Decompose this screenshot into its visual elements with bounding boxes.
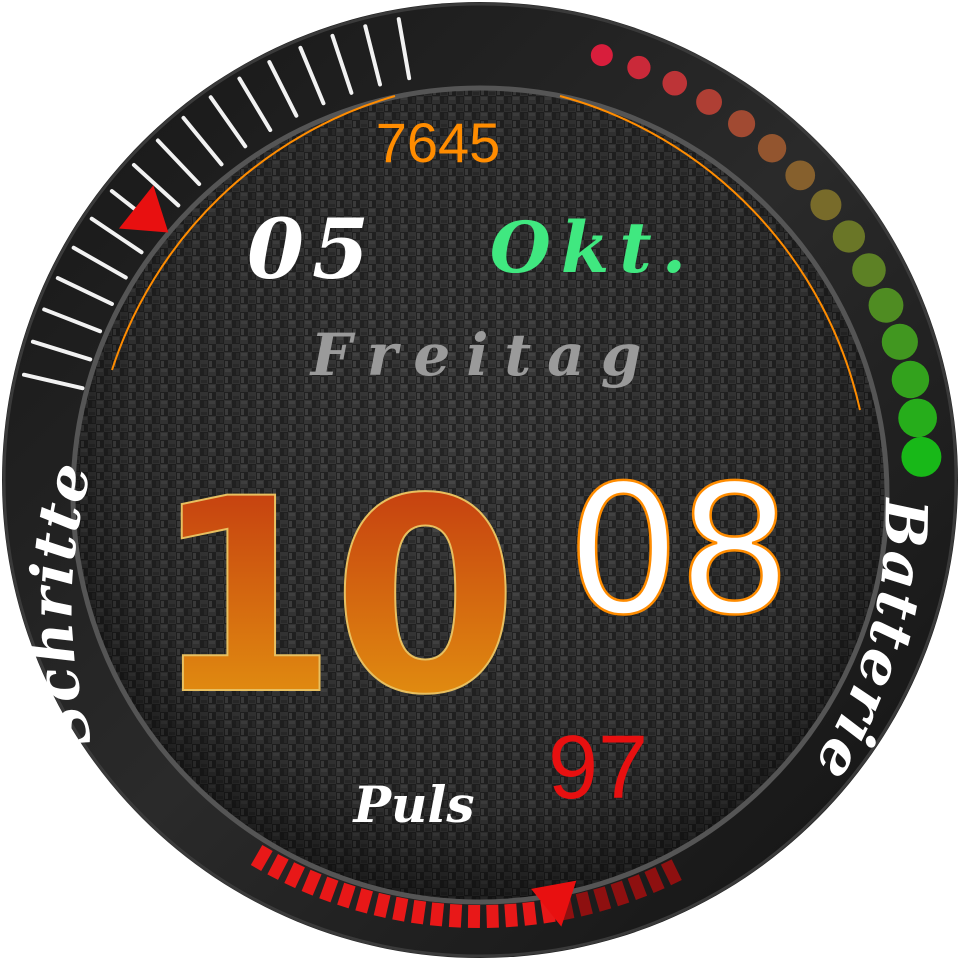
battery-dot [590,44,613,67]
pulse-bar [284,862,305,889]
pulse-bar [250,845,273,871]
pulse-bar [504,903,518,928]
pulse-bar [660,859,682,886]
steps-tick [71,245,128,280]
battery-dot [785,160,816,191]
steps-tick [30,339,93,362]
steps-tick [267,60,299,118]
steps-tick [181,115,224,167]
battery-dot [852,253,886,287]
pulse-bar [644,867,665,894]
pulse-bar [522,901,537,926]
steps-gauge [21,17,412,391]
pulse-bar [337,882,356,909]
pulse-bar [373,892,391,918]
steps-tick [21,372,85,391]
steps-tick [155,138,202,187]
steps-marker-icon [118,185,169,233]
pulse-bar [610,880,630,907]
steps-tick [131,162,181,208]
steps-value: 7645 [376,111,501,174]
battery-dot [627,55,651,80]
steps-tick [396,17,412,81]
battery-dot [662,70,688,96]
pulse-bar [627,874,648,901]
pulse-bar [355,888,373,914]
battery-dot [832,220,866,253]
steps-tick [89,216,144,255]
dial-rim [70,85,890,905]
pulse-bar [392,896,409,922]
pulse-bar [448,903,463,928]
pulse-marker-icon [531,880,577,927]
accent-arc-battery [559,95,861,411]
accent-arc-steps [111,95,396,371]
battery-gauge [590,44,942,477]
steps-tick [208,95,248,149]
pulse-bar [486,904,499,928]
battery-dot [891,360,930,399]
battery-dot [868,287,904,323]
battery-dot [881,323,918,360]
battery-dot [901,436,942,477]
pulse-label: Puls [351,775,474,834]
pulse-bar [575,891,593,917]
battery-dot [810,189,842,221]
steps-tick [298,45,326,106]
battery-dot [898,398,937,438]
battery-dot [696,89,722,115]
steps-tick [42,307,103,334]
dial-shade [75,90,885,900]
time-hours: 10 [152,442,513,754]
pulse-bar [301,869,322,896]
pulse-bar [593,886,612,912]
battery-dot [757,134,787,163]
battery-dot [728,110,756,138]
pulse-bar [429,902,445,927]
pulse-bar [411,899,427,925]
pulse-bar [319,876,339,903]
steps-tick [330,33,354,95]
steps-tick [55,276,114,306]
time-minutes: 08 [567,447,790,654]
date-month: Okt. [490,206,696,289]
steps-tick [237,76,273,133]
pulse-value: 97 [548,718,648,818]
date-weekday: Freitag [309,321,658,389]
steps-tick [363,24,383,87]
date-day: 05 [247,202,377,298]
pulse-bar [267,853,289,880]
